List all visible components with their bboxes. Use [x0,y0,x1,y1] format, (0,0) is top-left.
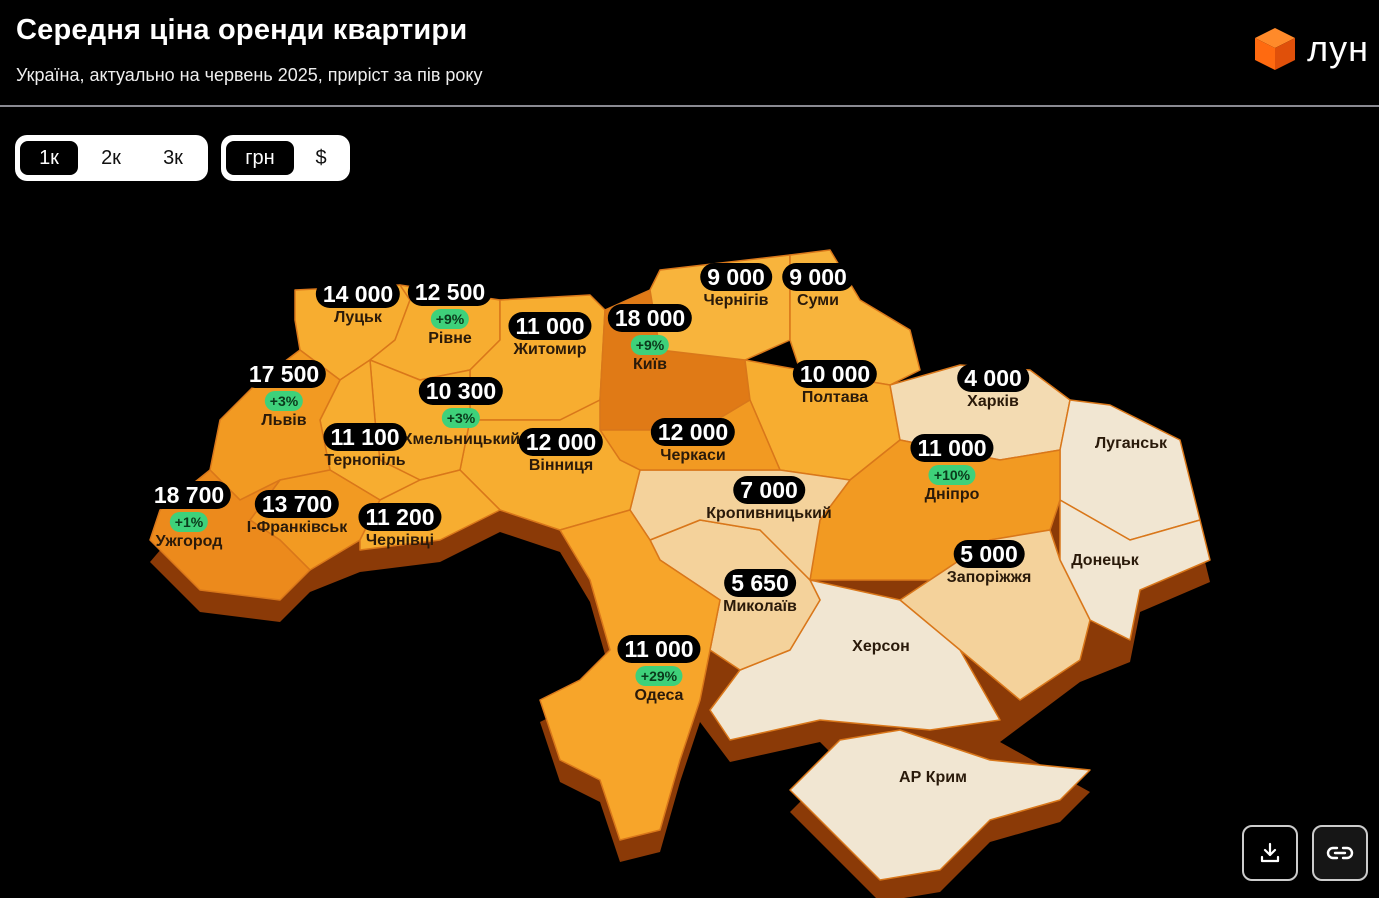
label-kropyvnytskyi[interactable]: 7 000 Кропивницький [706,476,832,524]
city-name: Ужгород [155,533,223,550]
city-name: Херсон [852,638,910,655]
city-name: Запоріжжя [946,569,1032,586]
region-odesa[interactable] [539,509,721,841]
city-name: Миколаїв [723,598,797,615]
city-name: Черкаси [660,447,726,464]
growth-badge: +9% [630,335,670,355]
label-poltava[interactable]: 10 000 Полтава [792,360,878,408]
city-name: АР Крим [899,769,967,786]
cube-logo-icon [1255,28,1296,70]
price-pill: 17 500 [241,360,327,388]
label-ternopil[interactable]: 11 100 Тернопіль [323,423,407,471]
label-crimea[interactable]: АР Крим [899,768,967,788]
city-name: Кропивницький [706,505,832,522]
label-khmelnytskyi[interactable]: 10 300 +3% [418,377,504,428]
label-cherkasy[interactable]: 12 000 Черкаси [650,418,736,466]
label-vinnytsia[interactable]: 12 000 Вінниця [518,428,604,476]
city-name: Тернопіль [324,452,406,469]
region-crimea[interactable] [789,729,1091,881]
growth-badge: +3% [441,408,481,428]
price-pill: 5 000 [953,540,1025,568]
growth-badge: +10% [928,465,976,485]
price-pill: 18 000 [607,304,693,332]
label-chernihiv[interactable]: 9 000 Чернігів [700,263,772,311]
currency-option-uah[interactable]: грн [224,139,296,177]
city-name: Донецьк [1071,552,1139,569]
city-name: Вінниця [528,457,594,474]
currency-option-usd[interactable]: $ [315,146,327,169]
label-khmelnytskyi-city: Хмельницький [402,430,520,450]
copy-link-button[interactable] [1312,825,1368,881]
growth-badge: +1% [169,512,209,532]
growth-badge: +9% [430,309,470,329]
price-pill: 14 000 [315,280,401,308]
label-uzhhorod[interactable]: 18 700 +1% Ужгород [146,481,232,552]
label-luhansk[interactable]: Луганськ [1095,434,1167,454]
city-name: Суми [797,292,839,309]
price-pill: 5 650 [724,569,796,597]
price-pill: 11 100 [323,423,407,451]
price-pill: 9 000 [782,263,854,291]
city-name: Чернівці [365,532,435,549]
city-name: Київ [633,356,667,373]
label-kyiv[interactable]: 18 000 +9% Київ [607,304,693,375]
price-pill: 10 300 [418,377,504,405]
label-mykolaiv[interactable]: 5 650 Миколаїв [723,569,797,617]
price-pill: 18 700 [146,481,232,509]
price-pill: 9 000 [700,263,772,291]
city-name: Житомир [513,341,587,358]
rooms-option-3[interactable]: 3к [163,146,183,169]
label-rivne[interactable]: 12 500 +9% Рівне [407,278,493,349]
price-pill: 12 000 [518,428,604,456]
city-name: Луганськ [1094,435,1168,452]
city-name: Львів [261,412,307,429]
price-pill: 4 000 [957,364,1029,392]
header-divider [0,105,1379,107]
price-pill: 11 000 [617,635,701,663]
price-pill: 7 000 [733,476,805,504]
price-pill: 11 000 [910,434,994,462]
growth-badge: +29% [635,666,683,686]
download-icon [1260,842,1280,863]
city-name: І-Франківськ [246,519,348,536]
label-donetsk[interactable]: Донецьк [1071,551,1139,571]
label-kharkiv[interactable]: 4 000 Харків [957,364,1029,412]
city-name: Луцьк [334,309,382,326]
label-dnipro[interactable]: 11 000 +10% Дніпро [910,434,994,505]
label-sumy[interactable]: 9 000 Суми [782,263,854,311]
download-button[interactable] [1242,825,1298,881]
price-pill: 12 500 [407,278,493,306]
rooms-option-2[interactable]: 2к [101,146,121,169]
price-pill: 11 200 [358,503,442,531]
label-lutsk[interactable]: 14 000 Луцьк [315,280,401,328]
city-name: Одеса [634,687,684,704]
page-title: Середня ціна оренди квартири [16,14,468,46]
currency-toggle: грн $ [221,135,350,181]
city-name: Харків [967,393,1019,410]
label-lviv[interactable]: 17 500 +3% Львів [241,360,327,431]
label-ivano-frankivsk[interactable]: 13 700 І-Франківськ [247,490,347,538]
label-odesa[interactable]: 11 000 +29% Одеса [617,635,701,706]
price-pill: 10 000 [792,360,878,388]
city-name: Полтава [801,389,869,406]
label-kherson[interactable]: Херсон [852,637,910,657]
city-name: Чернігів [703,292,769,309]
page-subtitle: Україна, актуально на червень 2025, прир… [16,65,483,85]
price-pill: 13 700 [254,490,340,518]
lun-logo[interactable]: лун [1253,26,1369,72]
logo-text: лун [1307,28,1369,69]
city-name: Дніпро [924,486,980,503]
label-chernivtsi[interactable]: 11 200 Чернівці [358,503,442,551]
city-name: Хмельницький [401,431,521,448]
rooms-option-1[interactable]: 1к [18,139,80,177]
link-icon [1326,846,1354,860]
price-pill: 11 000 [508,312,592,340]
label-zaporizhzhia[interactable]: 5 000 Запоріжжя [946,540,1032,588]
growth-badge: +3% [264,391,304,411]
label-zhytomyr[interactable]: 11 000 Житомир [508,312,592,360]
city-name: Рівне [428,330,472,347]
price-pill: 12 000 [650,418,736,446]
rooms-toggle: 1к 2к 3к [15,135,208,181]
